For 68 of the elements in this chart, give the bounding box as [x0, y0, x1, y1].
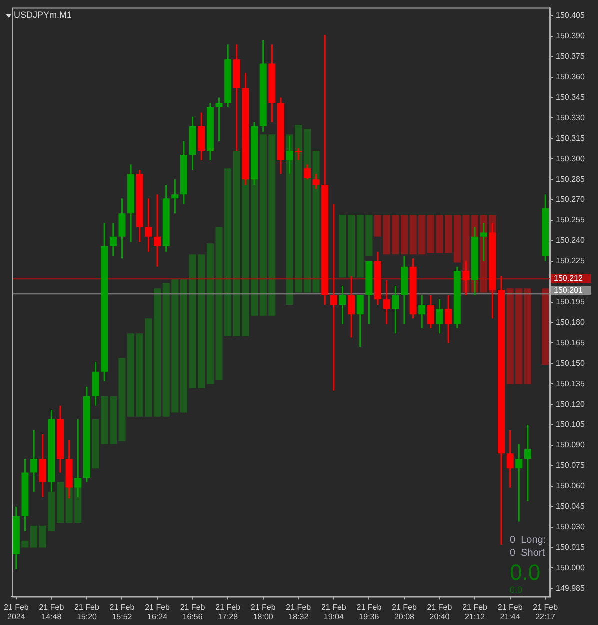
x-tick-label: 21 Feb 18:32 [286, 602, 312, 622]
y-tick-label: 150.255 [556, 216, 586, 225]
bar [304, 129, 311, 293]
y-tick-label: 150.375 [556, 52, 586, 62]
candlestick [216, 98, 223, 142]
bar [524, 288, 532, 384]
y-tick-label: 150.345 [556, 92, 586, 102]
x-tick-label: 21 Feb 15:20 [74, 602, 100, 622]
bar [312, 150, 320, 293]
y-tick-label: 150.015 [556, 542, 586, 552]
x-tick-label: 21 Feb 18:00 [250, 602, 276, 622]
y-tick-label: 150.405 [556, 11, 586, 20]
x-tick-label: 21 Feb 14:48 [39, 602, 65, 622]
candlestick [524, 425, 532, 502]
y-tick-label: 150.000 [556, 563, 586, 572]
x-tick-label: 21 Feb 22:17 [533, 602, 559, 622]
y-tick-label: 150.180 [556, 318, 586, 327]
x-tick-label: 21 Feb 16:56 [180, 602, 206, 622]
y-tick-label: 150.165 [556, 338, 586, 348]
y-tick-label: 150.240 [556, 236, 586, 246]
candlestick [516, 444, 523, 522]
y-tick-label: 150.075 [556, 461, 586, 470]
y-tick-label: 150.300 [556, 154, 586, 164]
annotation: 0.0 [510, 560, 541, 585]
x-tick-label: 21 Feb 19:04 [321, 602, 347, 622]
annotation: 0.0 [510, 585, 523, 595]
y-tick-label: 150.090 [556, 440, 586, 450]
candlestick [145, 198, 152, 252]
y-tick-label: 150.315 [556, 134, 586, 143]
x-tick-label: 21 Feb 2024 [4, 602, 30, 622]
y-tick-label: 150.105 [556, 420, 586, 430]
bar [154, 288, 162, 417]
y-tick-label: 150.045 [556, 502, 586, 512]
bar [374, 215, 382, 237]
y-tick-label: 150.150 [556, 358, 586, 368]
y-tick-label: 150.135 [556, 379, 586, 388]
x-tick-label: 21 Feb 21:44 [498, 602, 524, 622]
y-tick-label: 150.060 [556, 482, 586, 491]
y-tick-label: 150.390 [556, 32, 586, 41]
candlestick [172, 180, 179, 214]
x-tick-label: 21 Feb 20:40 [427, 602, 453, 622]
x-tick-label: 21 Feb 15:52 [110, 602, 136, 622]
y-tick-label: 150.030 [556, 522, 586, 532]
candlestick [154, 194, 162, 267]
bar [180, 279, 188, 413]
y-tick-label: 150.330 [556, 113, 586, 122]
ref-line-label: 150.201 [554, 286, 584, 295]
x-tick-label: 21 Feb 16:24 [145, 602, 171, 622]
y-tick-label: 150.285 [556, 174, 586, 184]
candlestick [295, 148, 302, 161]
x-tick-label: 21 Feb 20:08 [392, 602, 418, 622]
y-tick-label: 150.120 [556, 400, 586, 409]
x-tick-label: 21 Feb 17:28 [216, 602, 242, 622]
y-tick-label: 149.985 [556, 584, 586, 593]
ref-line-label: 150.212 [554, 274, 584, 283]
candlestick [330, 204, 338, 391]
y-tick-label: 150.195 [556, 298, 586, 307]
x-tick-label: 21 Feb 19:36 [356, 602, 382, 622]
y-tick-label: 150.360 [556, 72, 586, 82]
annotation: 0 Long: [510, 535, 546, 546]
chart-title: USDJPYm,M1 [14, 10, 72, 20]
y-tick-label: 150.270 [556, 195, 586, 204]
bar [56, 482, 64, 524]
x-tick-label: 21 Feb 21:12 [462, 602, 488, 622]
bar [400, 215, 408, 255]
bar [542, 288, 550, 366]
annotation: 0 Short [510, 548, 546, 559]
y-tick-label: 150.225 [556, 256, 586, 266]
